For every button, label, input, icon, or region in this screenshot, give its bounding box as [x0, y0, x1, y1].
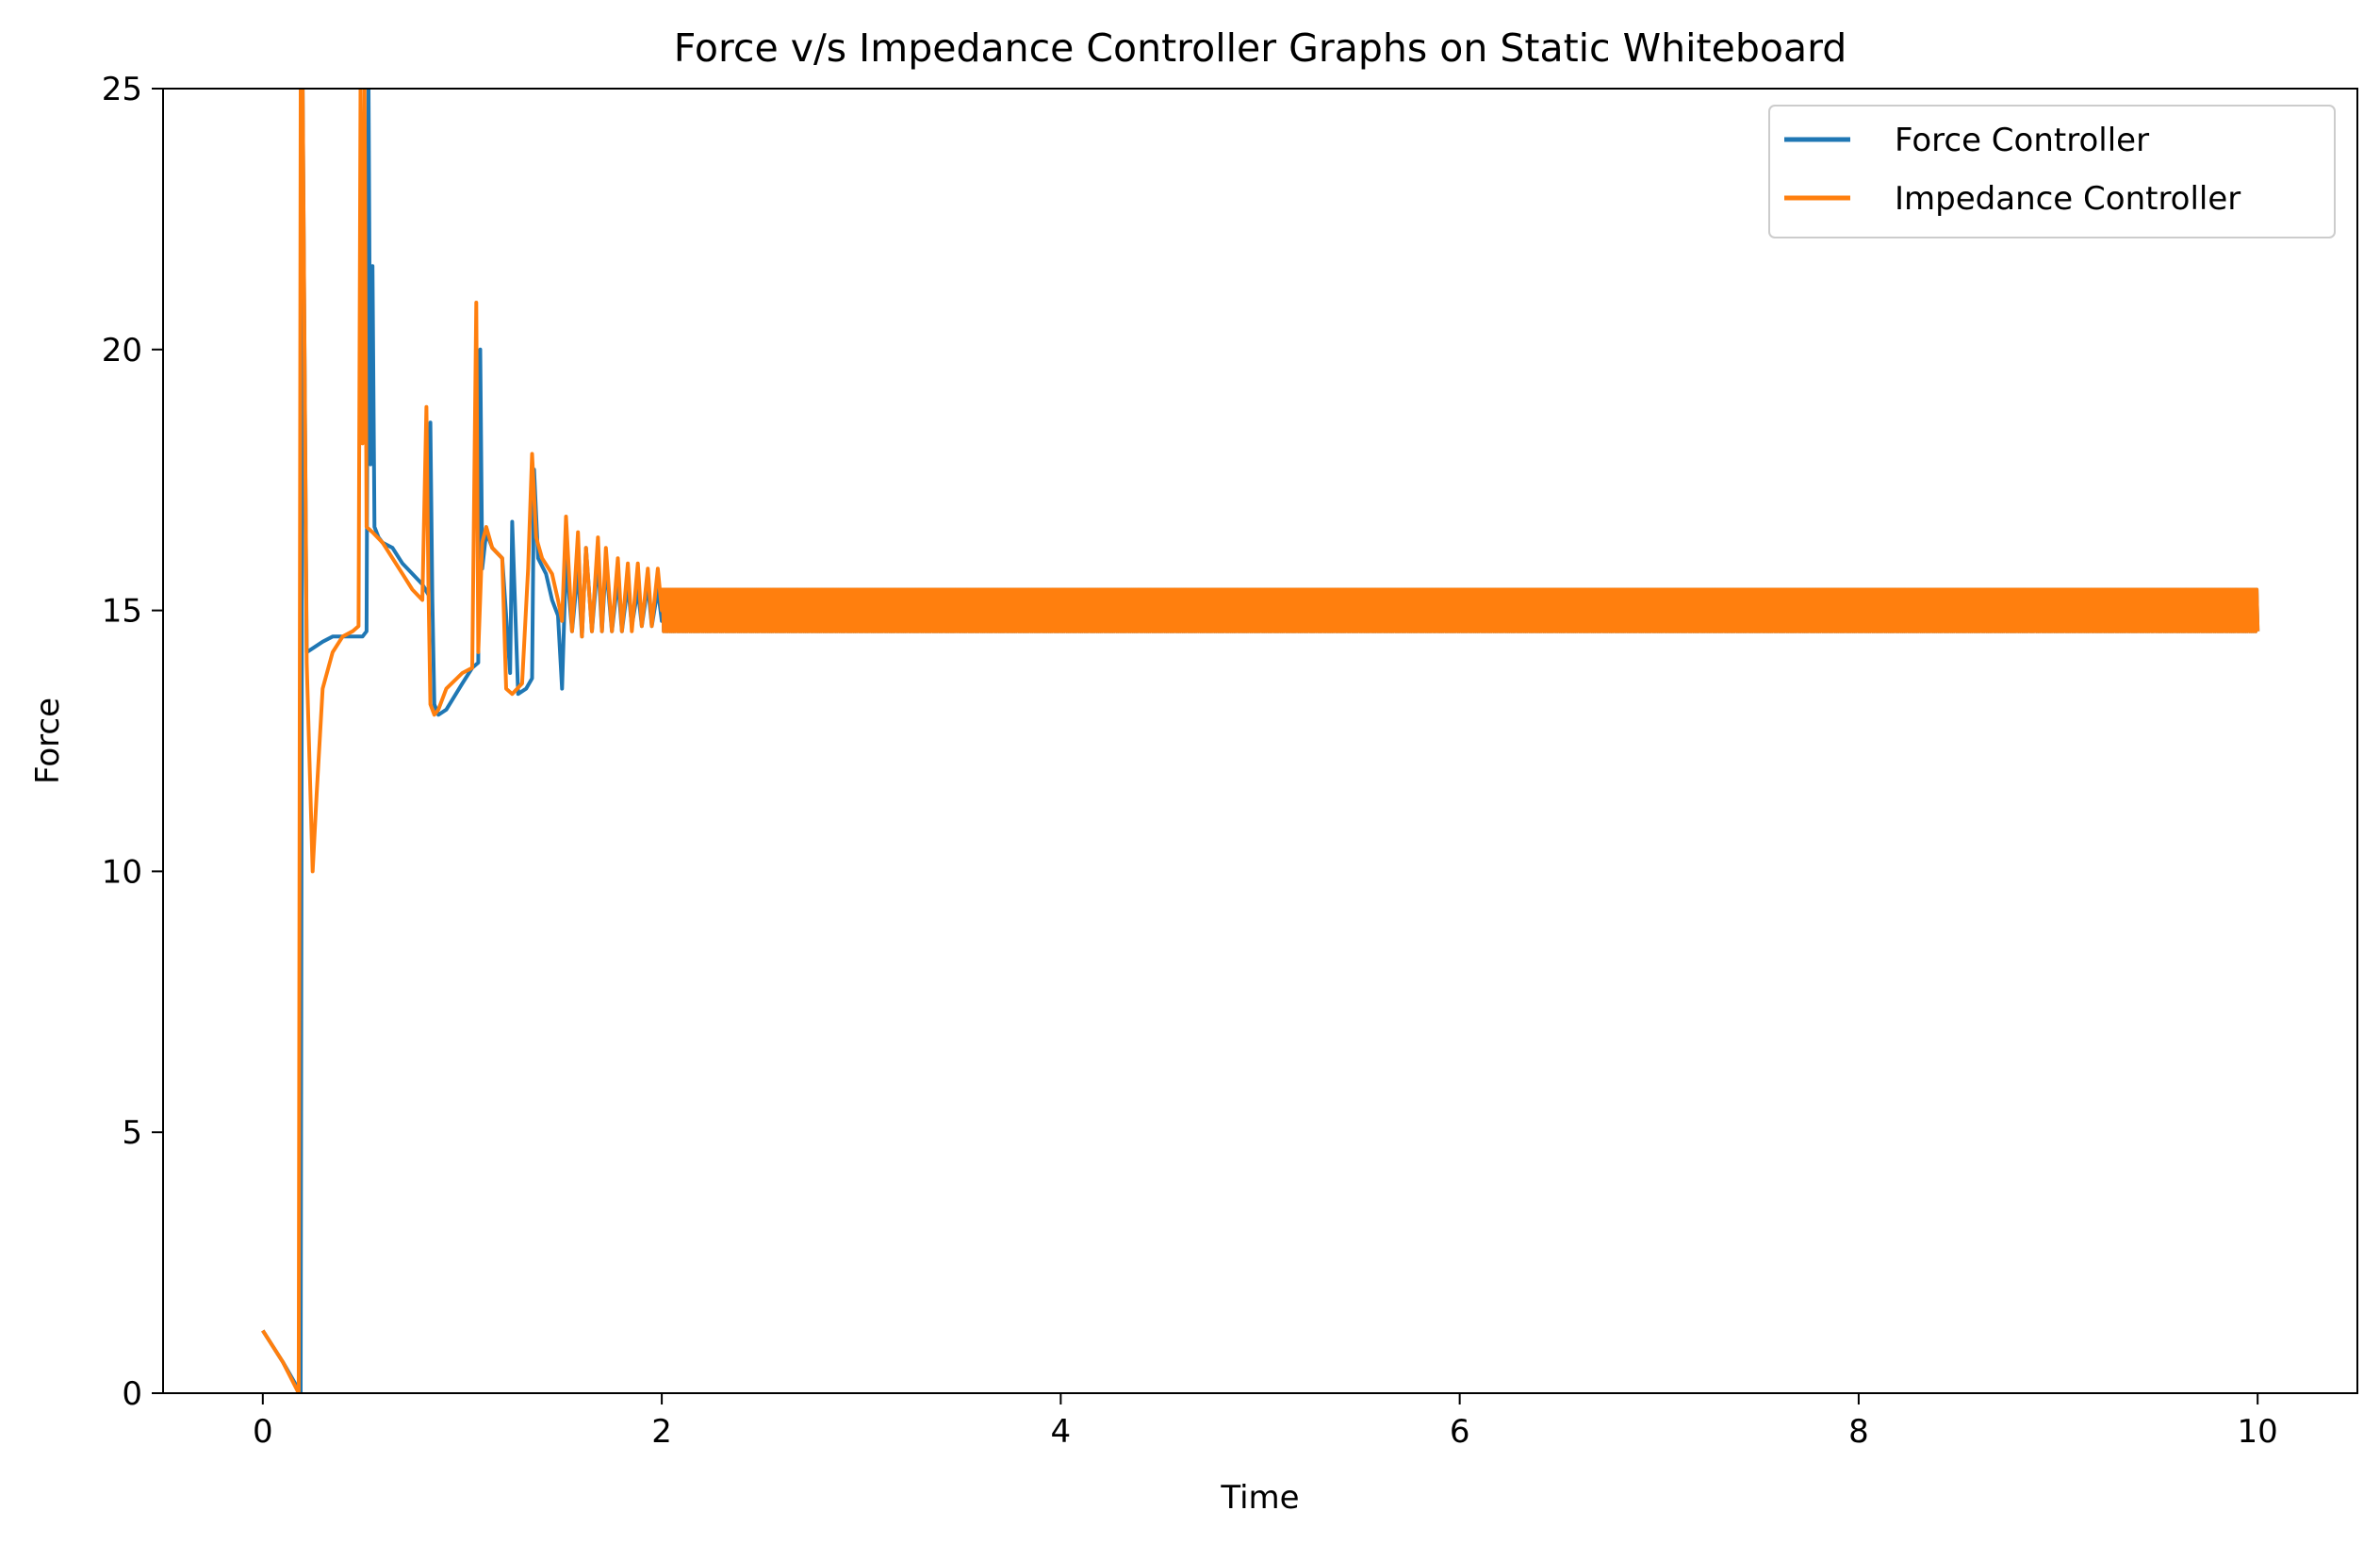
x-tick-label: 2 [651, 1413, 672, 1451]
chart-title: Force v/s Impedance Controller Graphs on… [674, 25, 1847, 71]
legend: Force Controller Impedance Controller [1768, 105, 2336, 238]
y-tick-label: 5 [122, 1114, 142, 1152]
y-axis-label: Force [29, 698, 67, 784]
y-axis: 0 5 10 15 20 25 [102, 71, 163, 1413]
series-layer [261, 89, 2260, 1393]
y-tick-label: 10 [102, 853, 142, 891]
y-tick-label: 20 [102, 332, 142, 370]
plot-frame [162, 88, 2358, 1394]
legend-frame [1768, 105, 2336, 238]
x-tick-label: 10 [2238, 1413, 2278, 1451]
y-tick-label: 0 [122, 1375, 142, 1413]
x-axis-label: Time [1220, 1479, 1299, 1517]
x-tick-label: 8 [1848, 1413, 1869, 1451]
legend-label-force-controller: Force Controller [1895, 122, 2149, 159]
series-line-impedance-controller [261, 89, 2260, 1393]
legend-label-impedance-controller: Impedance Controller [1895, 180, 2240, 218]
y-tick-label: 25 [102, 71, 142, 108]
y-tick-label: 15 [102, 593, 142, 631]
x-tick-label: 6 [1450, 1413, 1470, 1451]
x-axis: 0 2 4 6 8 10 [253, 1393, 2278, 1451]
x-tick-label: 4 [1051, 1413, 1072, 1451]
x-tick-label: 0 [253, 1413, 273, 1451]
